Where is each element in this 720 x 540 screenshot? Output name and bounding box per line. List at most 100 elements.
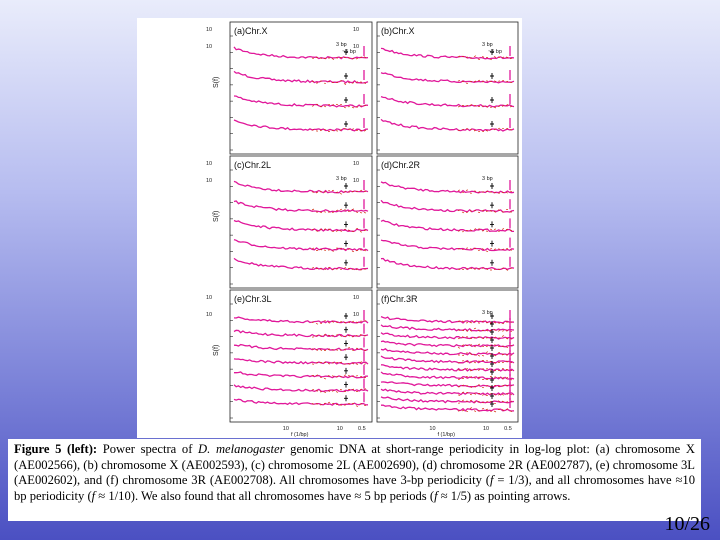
arrow-marker <box>490 361 494 367</box>
spectrum-curve <box>233 398 369 406</box>
spectrum-curve <box>233 343 369 352</box>
spectrum-noise <box>458 351 513 357</box>
y-tick-label: 10 <box>206 161 212 167</box>
arrow-marker <box>344 340 348 347</box>
x-tick-label: 10 <box>283 426 289 432</box>
arrow-marker <box>490 345 494 351</box>
spectrum-curve <box>380 118 515 132</box>
spectrum-noise <box>311 189 367 195</box>
arrow-marker <box>490 240 494 247</box>
y-tick-label: 10 <box>206 27 212 33</box>
spectrum-noise <box>457 228 513 233</box>
arrow-marker <box>490 377 494 383</box>
y-tick-label: 10 <box>353 295 359 301</box>
spectrum-noise <box>311 266 367 271</box>
caption-text-1: Power spectra of <box>97 442 199 456</box>
arrow-marker <box>344 121 348 127</box>
arrow-marker <box>344 395 348 402</box>
panel-frame <box>229 155 373 289</box>
spectrum-noise <box>311 401 367 407</box>
figure-caption: Figure 5 (left): Power spectra of D. mel… <box>8 439 701 521</box>
period-annotation: ~5 bp <box>488 49 502 55</box>
spectrum-curve <box>233 200 369 213</box>
y-tick-label: 10 <box>353 312 359 318</box>
spectrum-curve <box>380 95 515 108</box>
page-number: 10/26 <box>664 513 710 535</box>
spectrum-noise <box>457 335 513 340</box>
spectrum-noise <box>311 347 366 352</box>
spectrum-noise <box>457 391 513 397</box>
spectrum-curve <box>380 257 515 271</box>
panel-0: 10 10 S(f) (a)Chr.X 3 bp~5 bp <box>206 21 373 155</box>
spectrum-noise <box>457 189 513 194</box>
spectrum-noise <box>311 128 367 132</box>
period-annotation: 3 bp <box>482 42 493 48</box>
arrow-marker <box>490 353 494 359</box>
spectrum-noise <box>311 334 367 338</box>
period-annotation: 3 bp <box>482 176 493 182</box>
panel-label: (d)Chr.2R <box>381 160 421 170</box>
panel-frame <box>229 21 373 155</box>
arrow-marker <box>490 202 494 209</box>
arrow-marker <box>490 369 494 375</box>
spectrum-noise <box>457 384 513 389</box>
arrow-marker <box>344 49 348 55</box>
spectrum-noise <box>457 127 513 132</box>
arrow-marker <box>344 381 348 388</box>
spectrum-noise <box>457 360 513 364</box>
spectrum-noise <box>457 79 513 84</box>
panel-frame <box>376 155 519 289</box>
spectrum-curve <box>233 238 369 252</box>
y-tick-label: 10 <box>353 161 359 167</box>
y-axis-label: S(f) <box>213 211 220 222</box>
arrow-marker <box>344 221 348 228</box>
spectrum-noise <box>457 209 512 214</box>
arrow-marker <box>344 354 348 361</box>
arrow-marker <box>490 337 494 343</box>
spectrum-curve <box>234 371 369 379</box>
panel-frame <box>229 289 373 423</box>
arrow-marker <box>344 202 348 209</box>
period-annotation: ~5 bp <box>342 49 356 55</box>
panel-label: (f)Chr.3R <box>381 294 418 304</box>
arrow-marker <box>490 401 494 407</box>
arrow-marker <box>344 183 348 189</box>
arrow-marker <box>490 313 494 319</box>
caption-f-2: f <box>91 489 96 504</box>
y-axis-label: S(f) <box>213 77 220 88</box>
spectrum-noise <box>311 247 367 253</box>
caption-text-3: = 1/3), and all chromosomes have ≈10 bp … <box>14 473 695 504</box>
spectrum-curve <box>233 70 369 84</box>
spectrum-noise <box>311 208 367 214</box>
arrow-marker <box>344 367 348 374</box>
spectrum-noise <box>457 343 513 349</box>
spectrum-noise <box>311 388 367 394</box>
y-tick-label: 10 <box>353 178 359 184</box>
spectrum-noise <box>311 103 366 109</box>
spectrum-noise <box>311 56 367 60</box>
panel-label: (a)Chr.X <box>234 26 268 36</box>
spectrum-noise <box>457 327 513 332</box>
spectrum-curve <box>233 95 369 108</box>
spectrum-noise <box>457 267 513 271</box>
spectrum-curve <box>380 181 515 194</box>
y-tick-label: 10 <box>353 44 359 50</box>
panel-1: 10 10 (b)Chr.X 3 bp~5 bp <box>353 21 519 155</box>
y-tick-label: 10 <box>206 44 212 50</box>
x-tick-label: 10 <box>483 426 489 432</box>
y-tick-label: 10 <box>206 178 212 184</box>
spectrum-curve <box>233 219 369 232</box>
spectrum-noise <box>457 399 513 405</box>
spectrum-noise <box>311 361 367 365</box>
x-axis-label: f (1/bp) <box>291 432 309 438</box>
x-tick-label: 10 <box>337 426 343 432</box>
caption-text-5: ≈ 1/5) as pointing arrows. <box>437 489 571 504</box>
panel-label: (e)Chr.3L <box>234 294 272 304</box>
caption-text-4: ≈ 1/10). We also found that all chromoso… <box>95 489 435 504</box>
arrow-marker <box>490 393 494 399</box>
y-axis-label: S(f) <box>213 345 220 356</box>
arrow-marker <box>490 97 494 103</box>
spectrum-noise <box>457 55 513 61</box>
panel-label: (c)Chr.2L <box>234 160 271 170</box>
